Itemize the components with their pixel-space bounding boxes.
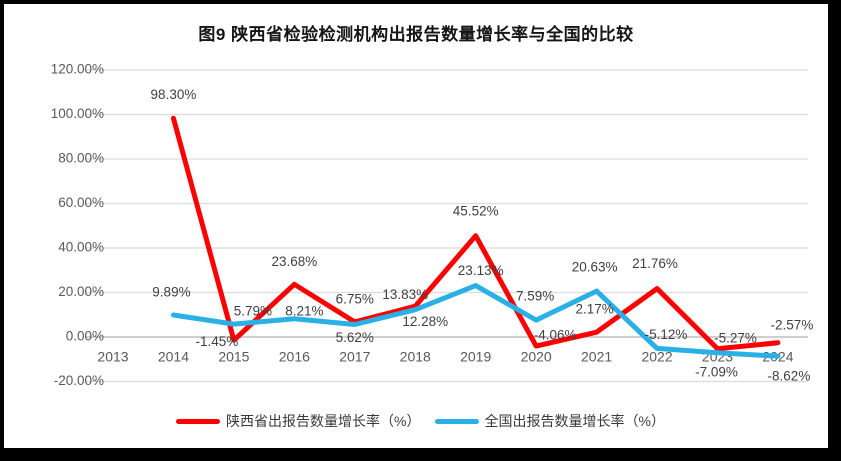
y-axis-label: -20.00% (54, 373, 104, 388)
x-axis-label: 2021 (581, 349, 612, 365)
data-label: 5.62% (336, 330, 374, 345)
series-line-1 (170, 283, 781, 359)
data-label: 6.75% (336, 292, 374, 307)
series-line-0 (170, 115, 781, 352)
y-axis-label: 0.00% (66, 329, 104, 344)
y-axis-label: 20.00% (58, 284, 104, 299)
data-label: 8.21% (285, 303, 323, 318)
data-label: 23.68% (271, 254, 317, 269)
data-label: 2.17% (575, 302, 613, 317)
data-label: 21.76% (632, 256, 678, 271)
data-label: 7.59% (516, 289, 554, 304)
x-axis-label: 2014 (158, 349, 189, 365)
chart-legend: 陕西省出报告数量增长率（%） 全国出报告数量增长率（%） (0, 411, 841, 431)
legend-label: 全国出报告数量增长率（%） (484, 413, 665, 429)
y-axis-label: 40.00% (58, 240, 104, 255)
data-label: -5.12% (645, 327, 688, 342)
data-label: 23.13% (458, 263, 504, 278)
x-axis-label: 2019 (460, 349, 491, 365)
data-label: 45.52% (453, 203, 499, 218)
x-axis-label: 2016 (279, 349, 310, 365)
data-label: 13.83% (382, 287, 428, 302)
chart-container: 图9 陕西省检验检测机构出报告数量增长率与全国的比较 (4, 4, 828, 448)
data-label: 20.63% (572, 260, 618, 275)
data-label: -7.09% (695, 364, 738, 379)
data-label: 5.79% (234, 304, 272, 319)
data-label: -4.06% (534, 328, 577, 343)
chart-title: 图9 陕西省检验检测机构出报告数量增长率与全国的比较 (198, 25, 634, 44)
legend-swatch-icon (176, 418, 221, 424)
legend-label: 陕西省出报告数量增长率（%） (226, 413, 421, 429)
data-label: -8.62% (768, 369, 811, 384)
y-axis-label: 60.00% (58, 195, 104, 210)
data-label: -2.57% (771, 317, 814, 332)
data-label: -5.27% (714, 330, 757, 345)
x-axis-label: 2013 (97, 349, 128, 365)
x-axis-label: 2015 (218, 349, 249, 365)
legend-swatch-icon (434, 418, 479, 424)
data-label: -1.45% (196, 334, 239, 349)
legend-item-1: 全国出报告数量增长率（%） (434, 411, 665, 431)
x-axis-label: 2018 (400, 349, 431, 365)
data-label: 9.89% (152, 285, 190, 300)
x-axis-label: 2020 (521, 349, 552, 365)
data-label: 98.30% (151, 87, 197, 102)
y-axis-label: 80.00% (58, 151, 104, 166)
data-label: 12.28% (402, 314, 448, 329)
y-axis-label: 120.00% (51, 62, 104, 77)
x-axis-label: 2017 (339, 349, 370, 365)
legend-item-0: 陕西省出报告数量增长率（%） (176, 411, 421, 431)
y-axis-label: 100.00% (51, 106, 104, 121)
x-axis-label: 2022 (641, 349, 672, 365)
